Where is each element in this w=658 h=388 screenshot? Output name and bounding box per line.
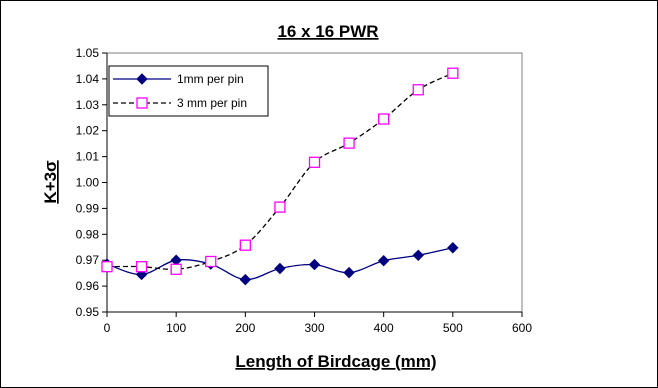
x-axis-title: Length of Birdcage (mm) <box>235 352 436 371</box>
legend: 1mm per pin 3 mm per pin <box>108 65 269 117</box>
y-tick-label: 0.97 <box>76 253 100 267</box>
x-tick-label: 100 <box>166 321 186 335</box>
data-point <box>378 113 390 125</box>
axes: 0 100 200 300 400 500 600 0.95 0.96 0.97 0.98 0.99 1… <box>76 46 533 335</box>
data-point <box>274 201 286 213</box>
legend-entries: 1mm per pin 3 mm per pin <box>113 72 247 110</box>
data-point <box>447 242 459 254</box>
data-point <box>308 258 321 271</box>
legend-marker <box>136 97 148 109</box>
x-tick-label: 200 <box>235 321 255 335</box>
data-point <box>170 263 182 275</box>
data-point <box>447 67 459 79</box>
legend-box <box>108 65 269 117</box>
x-tick-label: 0 <box>104 321 111 335</box>
y-tick-label: 0.99 <box>76 201 100 215</box>
data-point <box>308 156 321 168</box>
data-point <box>343 266 355 279</box>
y-tick-label: 1.01 <box>76 150 100 164</box>
legend-label: 1mm per pin <box>177 72 244 86</box>
series-2 <box>101 67 459 275</box>
chart-title: 16 x 16 PWR <box>277 22 378 41</box>
data-point <box>412 249 424 261</box>
y-tick-label: 1.05 <box>76 46 100 60</box>
data-point <box>101 261 113 273</box>
legend-entry: 3 mm per pin <box>113 96 247 110</box>
data-point <box>343 137 355 149</box>
x-tick-label: 300 <box>304 321 324 335</box>
series-layer <box>101 67 459 286</box>
data-point <box>377 255 390 267</box>
y-tick-label: 1.00 <box>76 176 100 190</box>
y-tick-label: 1.03 <box>76 98 100 112</box>
y-tick-label: 1.04 <box>76 72 100 86</box>
data-point <box>412 84 424 96</box>
y-tick-label: 1.02 <box>76 124 100 138</box>
data-point <box>135 261 148 273</box>
legend-entry: 1mm per pin <box>113 72 244 86</box>
legend-marker <box>136 73 148 85</box>
y-tick-label: 0.96 <box>76 279 100 293</box>
data-point <box>239 273 252 286</box>
y-tick-label: 0.95 <box>76 305 100 319</box>
legend-label: 3 mm per pin <box>177 96 247 110</box>
x-tick-label: 400 <box>374 321 394 335</box>
x-tick-label: 600 <box>512 321 532 335</box>
data-point <box>239 239 251 251</box>
y-axis-title: K+3σ <box>41 160 60 204</box>
data-point <box>205 255 217 268</box>
x-tick-label: 500 <box>443 321 463 335</box>
y-tick-label: 0.98 <box>76 227 100 241</box>
data-point <box>274 262 286 275</box>
